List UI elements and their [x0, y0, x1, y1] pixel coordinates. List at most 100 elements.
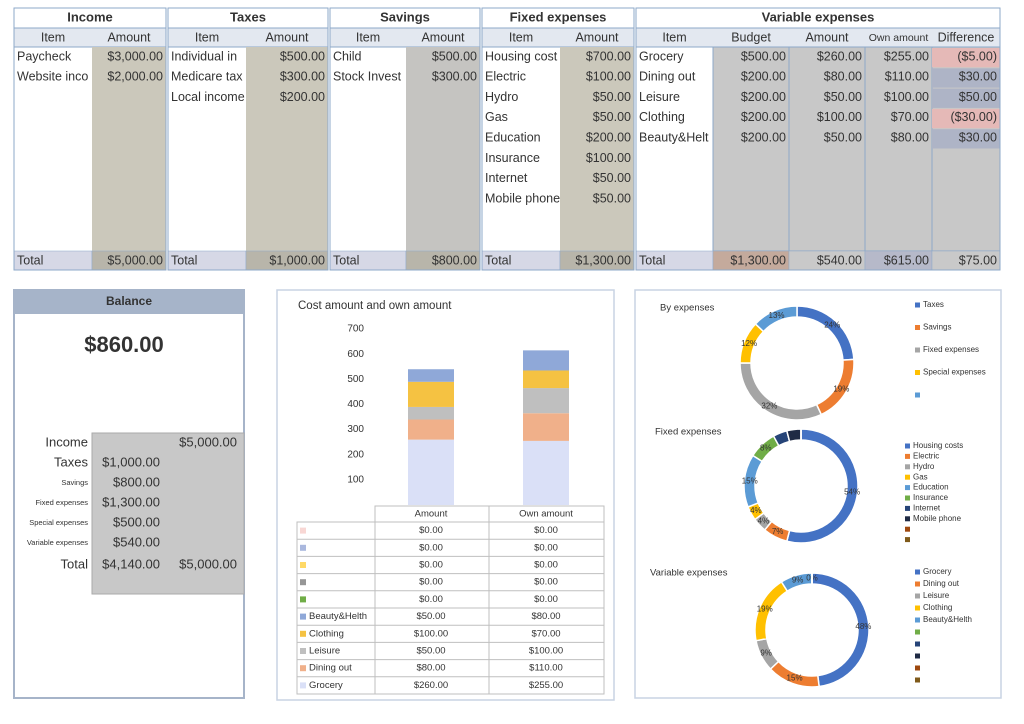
item-cell: Internet: [485, 171, 528, 185]
section-title: Income: [67, 9, 113, 24]
section-frame: [329, 7, 481, 271]
legend-swatch: [300, 630, 306, 637]
amount-cell: $200.00: [741, 70, 786, 84]
column-header: Item: [356, 30, 380, 44]
legend-swatch: [300, 648, 306, 654]
column-header: Item: [41, 30, 65, 44]
difference-cell: [932, 108, 1000, 129]
amount-cell: $50.00: [593, 171, 631, 185]
legend-label: Insurance: [913, 493, 949, 502]
legend-swatch: [300, 527, 306, 534]
total-amount: $615.00: [884, 253, 929, 267]
legend-swatch: [915, 392, 920, 398]
legend-swatch: [905, 495, 910, 501]
total-label: Total: [17, 253, 43, 267]
balance-label: Taxes: [54, 454, 88, 469]
bar-segment: [523, 350, 569, 371]
balance-label: Fixed expenses: [35, 498, 88, 507]
data-label: 8%: [760, 444, 772, 453]
legend-swatch: [915, 593, 920, 599]
y-tick-label: 200: [347, 449, 364, 460]
data-label: 19%: [757, 605, 773, 614]
legend-label: Hydro: [913, 462, 935, 471]
balance-title: Balance: [106, 294, 152, 308]
legend-swatch: [905, 485, 910, 491]
legend-label: Savings: [923, 323, 951, 332]
column-fill: [560, 47, 634, 251]
legend-swatch: [915, 569, 920, 575]
amount-cell: $200.00: [280, 90, 325, 104]
table-value: $0.00: [534, 560, 558, 571]
table-value: $0.00: [419, 560, 443, 571]
balance-label: Variable expenses: [27, 538, 88, 547]
bar-segment: [523, 370, 569, 389]
column-header: Amount: [805, 30, 849, 44]
amount-cell: $50.00: [593, 110, 631, 124]
legend-swatch: [300, 596, 306, 603]
legend-swatch: [905, 464, 910, 470]
balance-header: [14, 290, 244, 314]
legend-label: Beauty&Helth: [309, 611, 367, 622]
legend-swatch: [300, 682, 306, 689]
legend-swatch: [915, 347, 920, 353]
balance-expense: $540.00: [113, 534, 160, 549]
section-title: Variable expenses: [762, 9, 875, 24]
data-label: 24%: [824, 321, 840, 330]
y-tick-label: 500: [347, 374, 364, 385]
balance-label: Total: [61, 556, 89, 571]
amount-cell: ($5.00): [957, 49, 997, 63]
amount-cell: $2,000.00: [107, 70, 163, 84]
y-tick-label: 300: [347, 424, 364, 435]
total-label: Total: [171, 253, 197, 267]
legend-swatch: [915, 641, 920, 647]
table-value: $100.00: [529, 646, 563, 657]
amount-cell: $255.00: [884, 49, 929, 63]
column-header: Item: [662, 30, 686, 44]
legend-label: Electric: [913, 452, 939, 461]
table-value: $0.00: [419, 577, 443, 588]
item-cell: Stock Invest: [333, 70, 402, 84]
legend-label: Special expenses: [923, 368, 986, 377]
table-value: $50.00: [416, 646, 445, 657]
balance-amount: $860.00: [84, 332, 164, 357]
y-tick-label: 600: [347, 349, 364, 360]
amount-cell: $50.00: [593, 191, 631, 205]
legend-swatch: [915, 370, 920, 375]
donut-segment: [785, 428, 802, 443]
legend-label: Gas: [913, 472, 928, 481]
item-cell: Medicare tax: [171, 70, 243, 84]
item-cell: Leisure: [639, 90, 680, 104]
item-cell: Grocery: [639, 49, 684, 63]
bar-segment: [408, 406, 454, 420]
section-frame: [481, 7, 635, 271]
column-header: Amount: [107, 30, 151, 44]
chart-title: Fixed expenses: [655, 427, 722, 438]
total-label: Total: [333, 253, 359, 267]
table-value: $80.00: [416, 663, 445, 674]
amount-cell: $100.00: [586, 70, 631, 84]
difference-cell: [932, 129, 1000, 149]
balance-expense: $1,300.00: [102, 494, 160, 509]
amount-cell: $50.00: [824, 90, 862, 104]
item-cell: Paycheck: [17, 49, 72, 63]
amount-cell: $100.00: [586, 151, 631, 165]
legend-swatch: [915, 629, 920, 635]
legend-swatch: [905, 537, 910, 543]
table-value: $0.00: [534, 594, 558, 605]
legend-swatch: [915, 653, 920, 659]
data-label: 9%: [792, 576, 804, 585]
legend-label: Grocery: [923, 567, 951, 576]
chart-title: Cost amount and own amount: [298, 300, 452, 312]
total-amount: $5,000.00: [107, 253, 163, 267]
section-frame: [167, 7, 329, 271]
data-label: 15%: [742, 476, 758, 485]
table-value: $110.00: [529, 663, 563, 674]
amount-cell: ($30.00): [950, 110, 997, 124]
data-label: 12%: [741, 339, 757, 348]
amount-cell: $50.00: [824, 130, 862, 144]
column-header: Budget: [731, 30, 771, 44]
item-cell: Clothing: [639, 110, 685, 124]
amount-cell: $300.00: [280, 70, 325, 84]
column-header: Amount: [575, 30, 619, 44]
item-cell: Insurance: [485, 151, 540, 165]
